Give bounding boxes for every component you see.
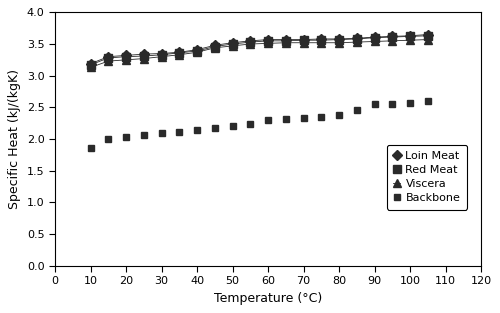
- Backbone: [300, 116, 306, 120]
- Loin Meat: [194, 48, 200, 52]
- Loin Meat: [88, 62, 94, 65]
- Red Meat: [283, 39, 289, 43]
- Red Meat: [354, 37, 360, 41]
- Viscera: [106, 59, 112, 63]
- Red Meat: [372, 36, 378, 39]
- Backbone: [372, 102, 378, 106]
- Line: Backbone: Backbone: [87, 98, 432, 151]
- Backbone: [265, 118, 271, 122]
- Loin Meat: [425, 33, 431, 36]
- Viscera: [123, 58, 129, 62]
- Line: Red Meat: Red Meat: [86, 32, 432, 69]
- Loin Meat: [248, 39, 254, 43]
- Loin Meat: [141, 52, 147, 56]
- Red Meat: [158, 53, 164, 57]
- Backbone: [141, 133, 147, 137]
- Loin Meat: [300, 38, 306, 41]
- Backbone: [194, 128, 200, 132]
- Red Meat: [300, 38, 306, 42]
- Line: Loin Meat: Loin Meat: [87, 31, 432, 67]
- Backbone: [283, 117, 289, 121]
- Backbone: [230, 125, 235, 128]
- Red Meat: [106, 56, 112, 60]
- Loin Meat: [265, 38, 271, 41]
- Red Meat: [176, 51, 182, 55]
- Viscera: [300, 41, 306, 45]
- Viscera: [265, 42, 271, 45]
- Loin Meat: [230, 41, 235, 45]
- Red Meat: [425, 34, 431, 38]
- Loin Meat: [123, 54, 129, 57]
- Red Meat: [318, 38, 324, 42]
- Viscera: [283, 41, 289, 45]
- Backbone: [106, 137, 112, 141]
- X-axis label: Temperature (°C): Temperature (°C): [214, 292, 322, 305]
- Viscera: [158, 55, 164, 59]
- Viscera: [336, 41, 342, 45]
- Viscera: [88, 65, 94, 69]
- Viscera: [407, 38, 413, 42]
- Loin Meat: [212, 44, 218, 47]
- Backbone: [390, 102, 396, 105]
- Backbone: [88, 146, 94, 150]
- Backbone: [123, 135, 129, 139]
- Viscera: [372, 39, 378, 43]
- Loin Meat: [336, 37, 342, 41]
- Loin Meat: [390, 34, 396, 38]
- Loin Meat: [407, 34, 413, 38]
- Backbone: [158, 131, 164, 135]
- Loin Meat: [372, 35, 378, 39]
- Viscera: [176, 53, 182, 57]
- Red Meat: [230, 42, 235, 46]
- Viscera: [194, 50, 200, 54]
- Viscera: [425, 38, 431, 41]
- Loin Meat: [354, 36, 360, 40]
- Viscera: [248, 42, 254, 46]
- Y-axis label: Specific Heat (kJ/(kgK): Specific Heat (kJ/(kgK): [8, 69, 22, 209]
- Loin Meat: [176, 50, 182, 54]
- Loin Meat: [283, 38, 289, 41]
- Viscera: [318, 41, 324, 45]
- Viscera: [230, 44, 235, 48]
- Red Meat: [407, 34, 413, 38]
- Line: Viscera: Viscera: [86, 35, 432, 72]
- Red Meat: [212, 45, 218, 49]
- Viscera: [390, 39, 396, 43]
- Loin Meat: [106, 55, 112, 59]
- Red Meat: [123, 55, 129, 59]
- Viscera: [141, 57, 147, 60]
- Backbone: [407, 101, 413, 105]
- Red Meat: [265, 39, 271, 43]
- Viscera: [212, 46, 218, 50]
- Backbone: [212, 126, 218, 130]
- Backbone: [248, 122, 254, 126]
- Backbone: [318, 115, 324, 119]
- Red Meat: [248, 40, 254, 44]
- Viscera: [354, 40, 360, 44]
- Backbone: [354, 108, 360, 112]
- Loin Meat: [158, 52, 164, 55]
- Backbone: [425, 99, 431, 103]
- Loin Meat: [318, 37, 324, 41]
- Backbone: [176, 130, 182, 134]
- Red Meat: [194, 49, 200, 53]
- Red Meat: [336, 38, 342, 41]
- Red Meat: [141, 54, 147, 58]
- Backbone: [336, 113, 342, 117]
- Red Meat: [88, 63, 94, 67]
- Red Meat: [390, 35, 396, 39]
- Legend: Loin Meat, Red Meat, Viscera, Backbone: Loin Meat, Red Meat, Viscera, Backbone: [386, 145, 467, 209]
